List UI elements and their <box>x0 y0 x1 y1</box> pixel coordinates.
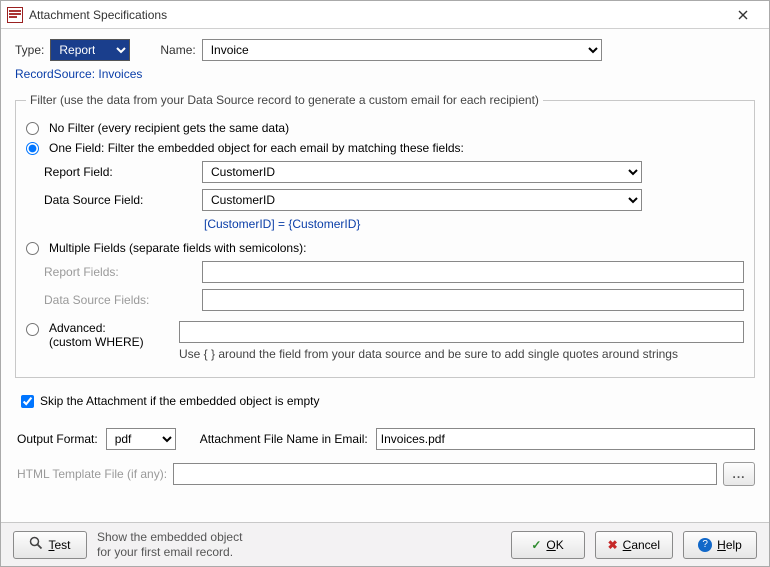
radio-no-filter-row: No Filter (every recipient gets the same… <box>26 121 744 135</box>
html-template-row: HTML Template File (if any): ... <box>17 462 755 486</box>
name-label: Name: <box>160 43 195 57</box>
radio-no-filter[interactable] <box>26 122 39 135</box>
type-label: Type: <box>15 43 44 57</box>
filter-groupbox: Filter (use the data from your Data Sour… <box>15 93 755 378</box>
radio-advanced-label: Advanced: <box>49 321 173 335</box>
report-field-label: Report Field: <box>44 165 194 179</box>
radio-advanced-row: Advanced: (custom WHERE) Use { } around … <box>26 321 744 361</box>
cancel-button[interactable]: ✖ Cancel <box>595 531 673 559</box>
check-icon: ✓ <box>531 538 541 552</box>
radio-multiple-fields-label: Multiple Fields (separate fields with se… <box>49 241 306 255</box>
attachment-filename-label: Attachment File Name in Email: <box>200 432 368 446</box>
skip-if-empty-row: Skip the Attachment if the embedded obje… <box>21 394 755 408</box>
close-button[interactable] <box>723 2 763 28</box>
advanced-where-input <box>179 321 744 343</box>
ok-button[interactable]: ✓ OK <box>511 531 585 559</box>
radio-one-field[interactable] <box>26 142 39 155</box>
ellipsis-icon: ... <box>732 467 745 481</box>
data-source-field-select[interactable]: CustomerID <box>202 189 642 211</box>
data-source-field-label: Data Source Field: <box>44 193 194 207</box>
skip-if-empty-checkbox[interactable] <box>21 395 34 408</box>
html-template-input <box>173 463 717 485</box>
footer: Test Show the embedded object for your f… <box>1 522 769 566</box>
output-format-label: Output Format: <box>17 432 98 446</box>
help-icon: ? <box>698 538 712 552</box>
one-field-grid: Report Field: CustomerID Data Source Fie… <box>44 161 744 231</box>
multiple-fields-grid: Report Fields: Data Source Fields: <box>44 261 744 311</box>
filter-legend: Filter (use the data from your Data Sour… <box>26 93 543 107</box>
report-fields-label: Report Fields: <box>44 265 194 279</box>
cancel-icon: ✖ <box>608 538 618 552</box>
report-field-select[interactable]: CustomerID <box>202 161 642 183</box>
data-source-fields-label: Data Source Fields: <box>44 293 194 307</box>
data-source-fields-input <box>202 289 744 311</box>
radio-one-field-label: One Field: Filter the embedded object fo… <box>49 141 464 155</box>
type-name-row: Type: Report Name: Invoice <box>15 39 755 61</box>
type-select[interactable]: Report <box>50 39 130 61</box>
magnifier-icon <box>29 536 43 553</box>
footer-hint: Show the embedded object for your first … <box>97 530 242 560</box>
browse-button[interactable]: ... <box>723 462 755 486</box>
record-source-link[interactable]: RecordSource: Invoices <box>15 67 755 81</box>
radio-advanced[interactable] <box>26 323 39 336</box>
radio-multiple-fields[interactable] <box>26 242 39 255</box>
radio-advanced-sublabel: (custom WHERE) <box>49 335 173 349</box>
radio-no-filter-label: No Filter (every recipient gets the same… <box>49 121 289 135</box>
content-area: Type: Report Name: Invoice RecordSource:… <box>1 29 769 522</box>
output-row: Output Format: pdf Attachment File Name … <box>17 428 755 450</box>
output-format-select[interactable]: pdf <box>106 428 176 450</box>
match-expression: [CustomerID] = {CustomerID} <box>202 217 744 231</box>
attachment-filename-input[interactable] <box>376 428 755 450</box>
test-button[interactable]: Test <box>13 531 87 559</box>
advanced-hint: Use { } around the field from your data … <box>179 347 744 361</box>
app-icon <box>7 7 23 23</box>
dialog-window: Attachment Specifications Type: Report N… <box>0 0 770 567</box>
skip-if-empty-label: Skip the Attachment if the embedded obje… <box>40 394 320 408</box>
html-template-label: HTML Template File (if any): <box>17 467 167 481</box>
report-fields-input <box>202 261 744 283</box>
radio-one-field-row: One Field: Filter the embedded object fo… <box>26 141 744 155</box>
window-title: Attachment Specifications <box>29 8 723 22</box>
name-select[interactable]: Invoice <box>202 39 602 61</box>
help-button[interactable]: ? Help <box>683 531 757 559</box>
titlebar: Attachment Specifications <box>1 1 769 29</box>
radio-multiple-fields-row: Multiple Fields (separate fields with se… <box>26 241 744 255</box>
